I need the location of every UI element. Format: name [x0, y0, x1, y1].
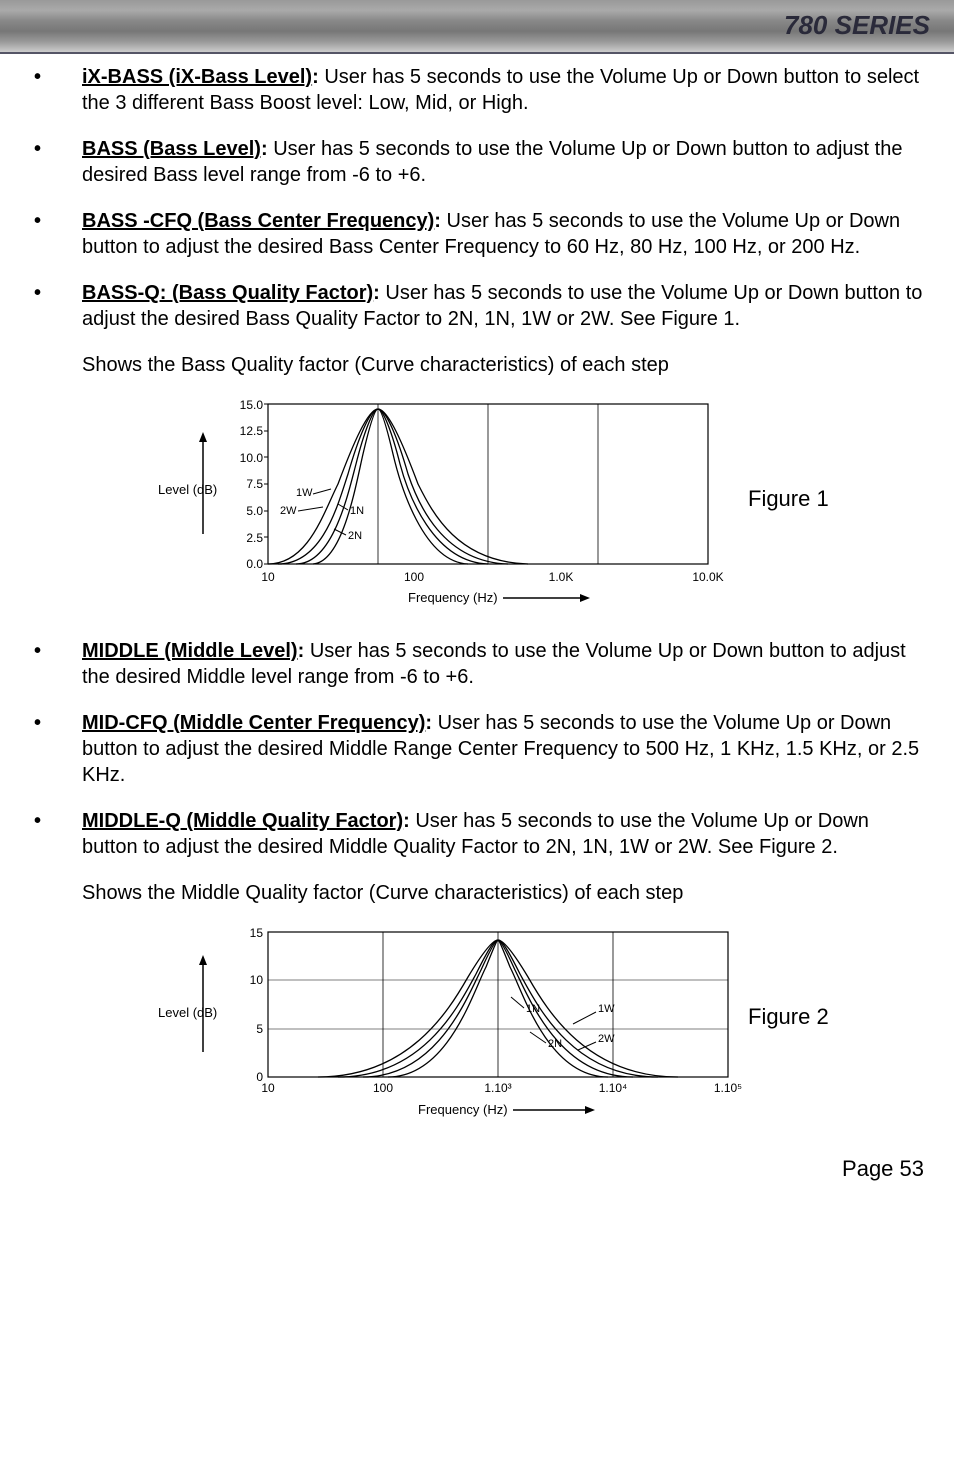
figure2-row: Level (dB) 0 5 10 15 10 100 1.10³ 1.10⁴ [28, 912, 926, 1122]
list-item: • BASS -CFQ (Bass Center Frequency): Use… [28, 208, 926, 260]
figure2-caption: Shows the Middle Quality factor (Curve c… [82, 880, 926, 906]
list-item: • BASS (Bass Level): User has 5 seconds … [28, 136, 926, 188]
curve-label: 1N [350, 505, 364, 517]
term: iX-BASS (iX-Bass Level) [82, 66, 312, 88]
bullet-icon: • [28, 638, 82, 690]
ytick: 10 [250, 973, 264, 987]
item-body: BASS -CFQ (Bass Center Frequency): User … [82, 208, 926, 260]
header-banner: 780 SERIES [0, 0, 954, 54]
xtick: 1.10³ [484, 1081, 511, 1095]
curve-label: 2N [348, 530, 362, 542]
xtick: 10 [261, 1081, 275, 1095]
curve-label: 2N [548, 1038, 562, 1050]
term: BASS-Q: (Bass Quality Factor) [82, 282, 373, 304]
list-item: • MID-CFQ (Middle Center Frequency): Use… [28, 710, 926, 788]
item-body: BASS-Q: (Bass Quality Factor): User has … [82, 280, 926, 332]
xtick: 1.0K [549, 570, 574, 584]
curve-label: 1W [296, 487, 313, 499]
curve-label: 1N [526, 1003, 540, 1015]
xtick: 100 [404, 570, 424, 584]
term: BASS -CFQ (Bass Center Frequency) [82, 210, 434, 232]
series-title: 780 SERIES [784, 10, 930, 41]
y-axis-label: Level (dB) [158, 482, 217, 497]
ytick: 12.5 [240, 424, 264, 438]
item-body: BASS (Bass Level): User has 5 seconds to… [82, 136, 926, 188]
term: BASS (Bass Level) [82, 138, 261, 160]
bullet-icon: • [28, 64, 82, 116]
y-axis-label: Level (dB) [158, 1005, 217, 1020]
figure1-row: Level (dB) 0.0 2.5 5.0 7.5 10.0 12.5 15.… [28, 384, 926, 614]
colon: : [298, 640, 305, 662]
list-item: • MIDDLE (Middle Level): User has 5 seco… [28, 638, 926, 690]
feature-list-2: • MIDDLE (Middle Level): User has 5 seco… [28, 638, 926, 860]
colon: : [403, 810, 410, 832]
x-axis-label: Frequency (Hz) [408, 590, 498, 605]
ytick: 7.5 [246, 477, 263, 491]
bullet-icon: • [28, 808, 82, 860]
curve-label: 2W [280, 505, 297, 517]
colon: : [312, 66, 319, 88]
feature-list-1: • iX-BASS (iX-Bass Level): User has 5 se… [28, 64, 926, 332]
xtick: 10.0K [692, 570, 723, 584]
colon: : [373, 282, 380, 304]
item-body: MIDDLE-Q (Middle Quality Factor): User h… [82, 808, 926, 860]
term: MIDDLE (Middle Level) [82, 640, 298, 662]
bullet-icon: • [28, 280, 82, 332]
ytick: 5.0 [246, 504, 263, 518]
term: MIDDLE-Q (Middle Quality Factor) [82, 810, 403, 832]
list-item: • BASS-Q: (Bass Quality Factor): User ha… [28, 280, 926, 332]
item-body: MID-CFQ (Middle Center Frequency): User … [82, 710, 926, 788]
ytick: 2.5 [246, 531, 263, 545]
figure1-caption: Shows the Bass Quality factor (Curve cha… [82, 352, 926, 378]
ytick: 5 [256, 1022, 263, 1036]
figure1-label: Figure 1 [748, 486, 829, 512]
xtick: 10 [261, 570, 275, 584]
xtick: 100 [373, 1081, 393, 1095]
ytick: 10.0 [240, 451, 264, 465]
figure1-chart: Level (dB) 0.0 2.5 5.0 7.5 10.0 12.5 15.… [28, 384, 748, 614]
colon: : [425, 712, 432, 734]
figure2-label: Figure 2 [748, 1004, 829, 1030]
ytick: 15.0 [240, 398, 264, 412]
bullet-icon: • [28, 136, 82, 188]
page-content: • iX-BASS (iX-Bass Level): User has 5 se… [0, 54, 954, 1122]
figure2-chart: Level (dB) 0 5 10 15 10 100 1.10³ 1.10⁴ [28, 912, 748, 1122]
bullet-icon: • [28, 208, 82, 260]
item-body: iX-BASS (iX-Bass Level): User has 5 seco… [82, 64, 926, 116]
list-item: • MIDDLE-Q (Middle Quality Factor): User… [28, 808, 926, 860]
ytick: 15 [250, 926, 264, 940]
list-item: • iX-BASS (iX-Bass Level): User has 5 se… [28, 64, 926, 116]
x-axis-label: Frequency (Hz) [418, 1102, 508, 1117]
xtick: 1.10⁵ [714, 1081, 742, 1095]
term: MID-CFQ (Middle Center Frequency) [82, 712, 425, 734]
colon: : [261, 138, 268, 160]
page-number: Page 53 [0, 1146, 954, 1202]
colon: : [434, 210, 441, 232]
curve-label: 1W [598, 1003, 615, 1015]
bullet-icon: • [28, 710, 82, 788]
item-body: MIDDLE (Middle Level): User has 5 second… [82, 638, 926, 690]
xtick: 1.10⁴ [599, 1081, 628, 1095]
curve-label: 2W [598, 1033, 615, 1045]
ytick: 0.0 [246, 557, 263, 571]
